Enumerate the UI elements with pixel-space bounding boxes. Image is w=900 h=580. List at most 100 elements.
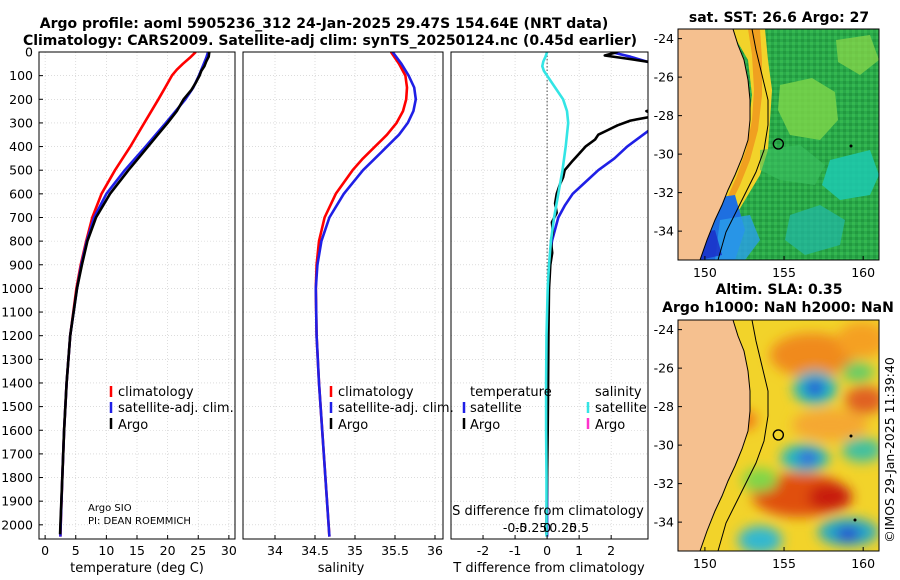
temp-xtick-label: 20 <box>160 543 176 558</box>
timestamp: ©IMOS 29-Jan-2025 11:39:40 <box>882 357 897 543</box>
s-tick-label: -0.25 <box>515 520 547 535</box>
ytick-label: 1000 <box>1 281 33 296</box>
diff-series-1 <box>545 52 648 535</box>
sst-lat-label: -34 <box>654 224 674 239</box>
sla-map-title: Altim. SLA: 0.35 <box>715 282 842 298</box>
diff-xtick-label: 2 <box>607 543 615 558</box>
sla-lat-label: -28 <box>654 399 674 414</box>
temp-xtick-label: 15 <box>129 543 145 558</box>
temp-xtick-label: 25 <box>190 543 206 558</box>
float-position-marker-sla <box>772 429 785 441</box>
temperature-legend: climatology satellite-adj. clim. Argo <box>109 385 234 433</box>
sst-map: sat. SST: 26.6 Argo: 27 <box>654 10 880 280</box>
sal-series-1 <box>314 52 418 537</box>
sal-xtick-label: 36 <box>427 543 443 558</box>
sst-lat-label: -28 <box>654 108 674 123</box>
sst-lon-label: 160 <box>851 265 875 280</box>
ytick-label: 900 <box>9 257 33 272</box>
salinity-xlabel: salinity <box>318 561 365 576</box>
ytick-label: 600 <box>9 186 33 201</box>
sal-xtick-label: 35.5 <box>381 543 409 558</box>
ytick-label: 1500 <box>1 399 33 414</box>
legend-climatology: climatology <box>118 385 194 400</box>
sla-lat-label: -34 <box>654 515 674 530</box>
ytick-label: 200 <box>9 92 33 107</box>
temperature-panel: 0100200300400500600700800900100011001200… <box>1 45 237 577</box>
legend-satellite-2: satellite-adj. clim. <box>338 401 454 416</box>
ytick-label: 1100 <box>1 305 33 320</box>
ytick-label: 1300 <box>1 352 33 367</box>
diff-xtick-label: 0 <box>543 543 551 558</box>
legend-satellite: satellite-adj. clim. <box>118 401 234 416</box>
title-line-2: Climatology: CARS2009. Satellite-adj cli… <box>23 33 637 49</box>
ytick-label: 0 <box>25 45 33 60</box>
ytick-label: 1600 <box>1 423 33 438</box>
sst-map-title: sat. SST: 26.6 Argo: 27 <box>689 10 869 26</box>
salinity-legend: climatology satellite-adj. clim. Argo <box>329 385 454 433</box>
legend-climatology-2: climatology <box>338 385 414 400</box>
sal-xtick-label: 34 <box>267 543 283 558</box>
sla-lat-label: -24 <box>654 322 674 337</box>
sst-lat-label: -24 <box>654 31 674 46</box>
sla-map-title-2: Argo h1000: NaN h2000: NaN <box>662 300 894 316</box>
difference-legend: temperature salinity satellite Argo sate… <box>462 385 647 433</box>
legend-t-argo: Argo <box>470 418 500 433</box>
ytick-label: 300 <box>9 115 33 130</box>
ytick-label: 1800 <box>1 470 33 485</box>
temp-series-2 <box>58 52 211 535</box>
sal-series-0 <box>314 52 409 537</box>
sst-lat-label: -32 <box>654 185 674 200</box>
temperature-xlabel: temperature (deg C) <box>70 561 204 576</box>
ytick-label: 1700 <box>1 446 33 461</box>
sst-lon-label: 155 <box>772 265 796 280</box>
ytick-label: 700 <box>9 210 33 225</box>
temp-xtick-label: 10 <box>98 543 114 558</box>
temp-series-1 <box>59 52 210 537</box>
ytick-label: 800 <box>9 234 33 249</box>
legend-t-satellite: satellite <box>470 401 522 416</box>
credit-pi: PI: DEAN ROEMMICH <box>88 516 191 527</box>
diff-xtick-label: -1 <box>509 543 521 558</box>
temp-series-0 <box>59 52 197 537</box>
ytick-label: 1400 <box>1 375 33 390</box>
sla-lat-label: -26 <box>654 361 674 376</box>
temp-xtick-label: 30 <box>221 543 237 558</box>
salinity-panel: 34 34.5 35 35.5 36 salinity climatology sate… <box>242 51 454 576</box>
legend-argo: Argo <box>118 418 148 433</box>
legend-s-satellite: satellite <box>595 401 647 416</box>
sal-xtick-label: 34.5 <box>301 543 329 558</box>
float-position-marker-sst <box>772 138 785 150</box>
ytick-label: 500 <box>9 163 33 178</box>
title-line-1: Argo profile: aoml 5905236_312 24-Jan-20… <box>40 16 609 32</box>
s-tick-label: 0.5 <box>569 520 589 535</box>
legend-temperature-header: temperature <box>470 385 552 400</box>
diff-series-2 <box>540 52 570 537</box>
legend-salinity-header: salinity <box>595 385 642 400</box>
s-tick-label: 0 <box>543 520 551 535</box>
s-diff-label: S difference from climatology <box>452 504 644 519</box>
sla-lon-label: 160 <box>851 556 875 571</box>
ytick-label: 400 <box>9 139 33 154</box>
t-diff-label: T difference from climatology <box>452 561 645 576</box>
legend-argo-2: Argo <box>338 418 368 433</box>
s-tick-label: -0.5 <box>503 520 527 535</box>
sst-lat-label: -26 <box>654 70 674 85</box>
sal-xtick-label: 35 <box>347 543 363 558</box>
temp-xtick-label: 5 <box>72 543 80 558</box>
sla-lon-label: 155 <box>772 556 796 571</box>
temp-xtick-label: 0 <box>41 543 49 558</box>
credit-org: Argo SIO <box>88 503 132 514</box>
sst-lat-label: -30 <box>654 147 674 162</box>
sst-lon-label: 150 <box>693 265 717 280</box>
sla-lat-label: -30 <box>654 438 674 453</box>
ytick-label: 2000 <box>1 517 33 532</box>
s-tick-label: 0.25 <box>549 520 577 535</box>
sla-map: Altim. SLA: 0.35 Argo h1000: NaN h2000: … <box>654 282 894 571</box>
ytick-label: 1200 <box>1 328 33 343</box>
diff-xtick-label: 1 <box>575 543 583 558</box>
ytick-label: 1900 <box>1 494 33 509</box>
sla-lat-label: -32 <box>654 476 674 491</box>
sla-lon-label: 150 <box>693 556 717 571</box>
